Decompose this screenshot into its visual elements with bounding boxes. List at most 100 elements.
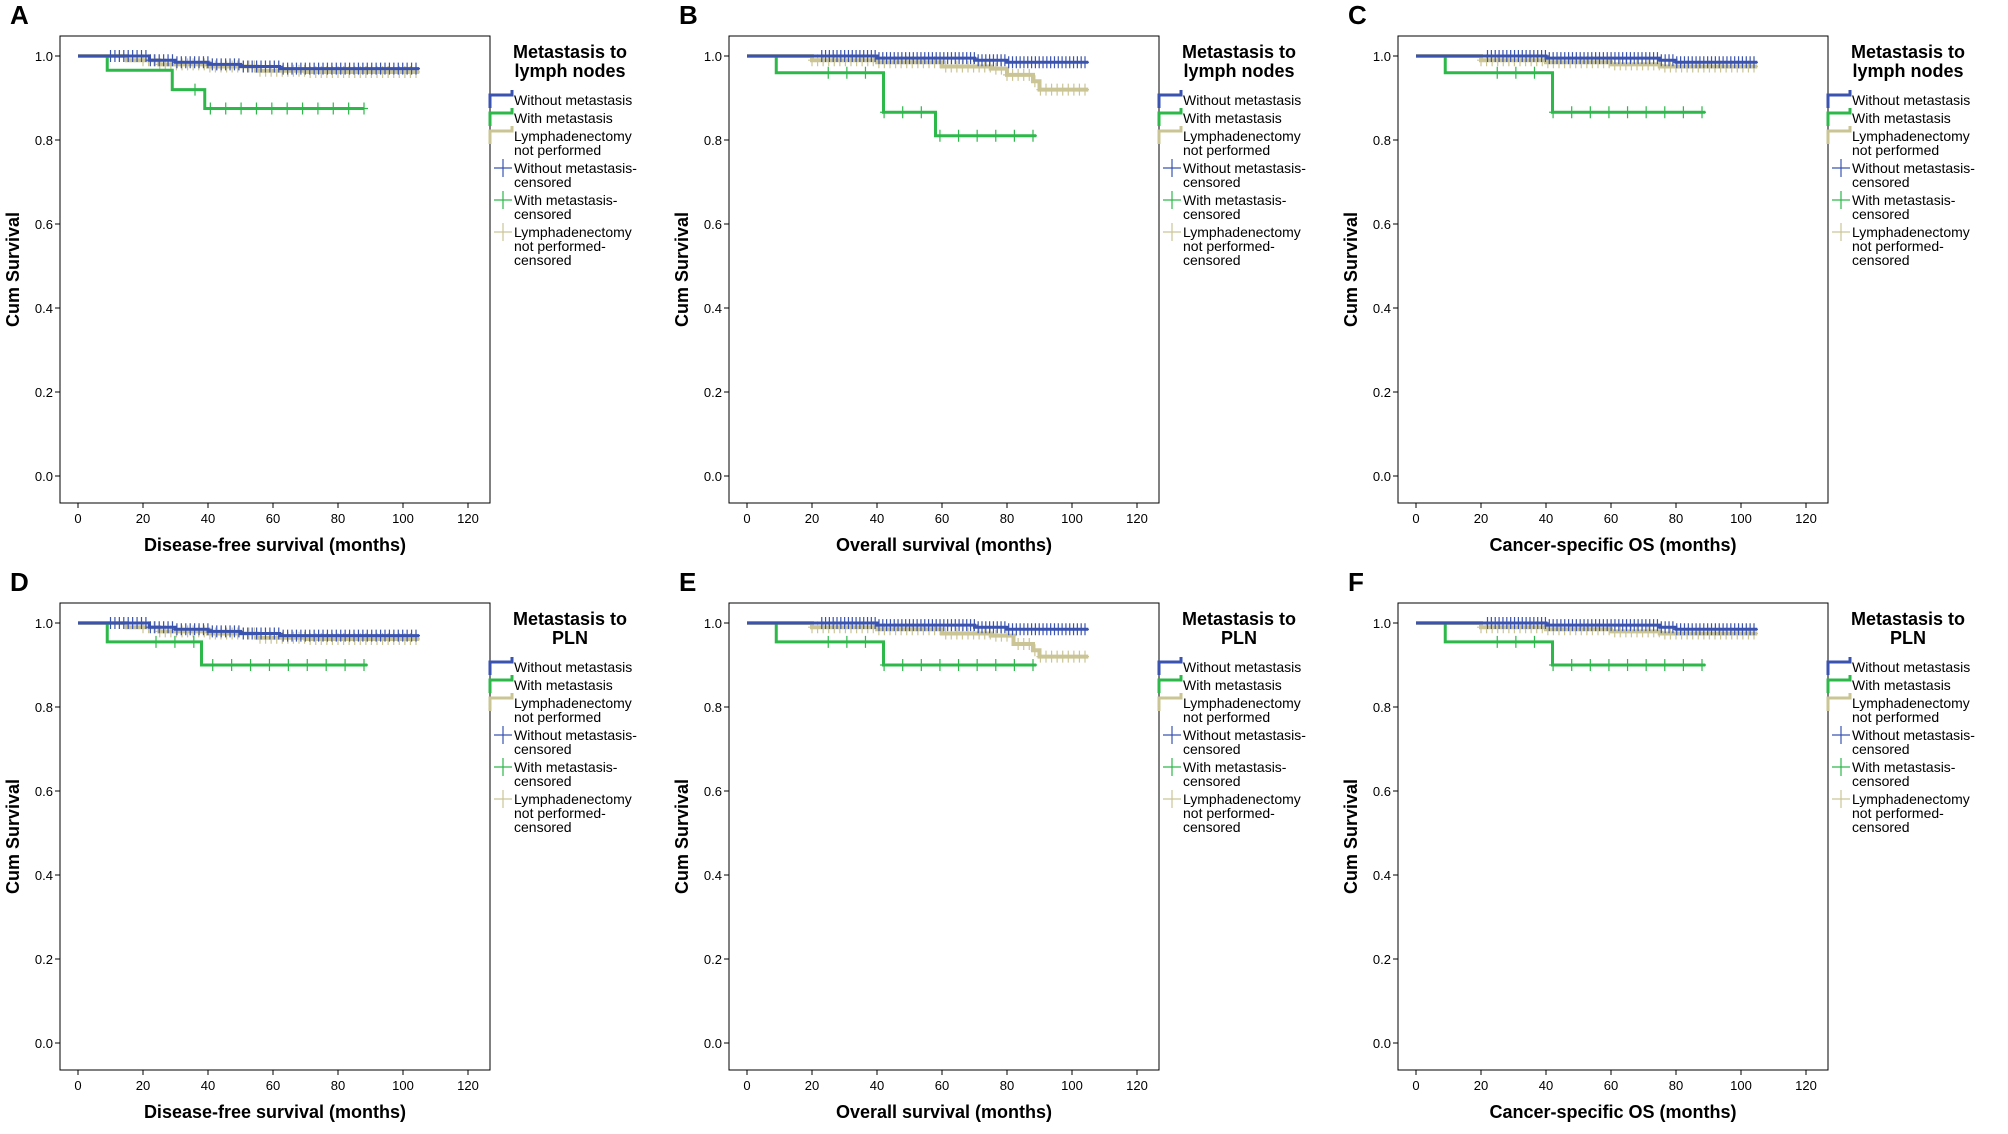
x-tick-label: 120	[1795, 1078, 1817, 1093]
legend-title: lymph nodes	[514, 61, 625, 81]
censor-mark	[898, 659, 907, 671]
legend-entry-label: Lymphadenectomy	[1852, 791, 1970, 807]
censor-mark	[1511, 635, 1520, 648]
panel-b: B 0.0 0.2 0.4 0.6 0.8 1.0 0 20 40 60 80 100 120 Overal…	[669, 0, 1338, 567]
legend-cross-swatch	[494, 790, 512, 808]
legend-entry-label: Without metastasis	[1183, 92, 1301, 108]
censor-mark	[274, 60, 283, 73]
legend-entry-label: Lymphadenectomy	[514, 128, 632, 144]
x-tick-label: 60	[935, 511, 949, 526]
y-tick-label: 1.0	[35, 49, 53, 64]
legend-entry-label: censored	[1852, 206, 1910, 222]
censor-mark	[322, 659, 331, 671]
legend-title: Metastasis to	[1182, 42, 1296, 62]
censor-mark	[267, 102, 276, 115]
y-axis-label: Cum Survival	[3, 779, 23, 894]
censor-mark	[1025, 68, 1034, 81]
censor-mark	[360, 659, 368, 671]
x-tick-label: 0	[1412, 1078, 1419, 1093]
censor-mark	[1081, 83, 1089, 96]
censor-mark	[1698, 659, 1706, 671]
series-with-metastasis	[78, 54, 368, 115]
censor-mark	[861, 66, 870, 79]
y-tick-label: 0.8	[1373, 133, 1391, 148]
y-tick-label: 0.6	[704, 217, 722, 232]
x-tick-label: 0	[74, 1078, 81, 1093]
y-tick-label: 0.6	[1373, 217, 1391, 232]
censor-mark	[1029, 129, 1037, 142]
legend-entry-label: censored	[1183, 819, 1241, 835]
legend-entry-label: With metastasis	[1852, 110, 1951, 126]
y-tick-label: 0.2	[35, 952, 53, 967]
legend-entry-label: Without metastasis	[514, 659, 632, 675]
legend-line-swatch	[1826, 657, 1852, 675]
plot-frame	[59, 35, 491, 504]
panel-e: E 0.0 0.2 0.4 0.6 0.8 1.0 0 20 40 60 80 100 120 Overal…	[669, 567, 1338, 1134]
legend-line-swatch	[1157, 657, 1183, 675]
censor-mark	[824, 66, 833, 79]
legend-cross-swatch	[1163, 758, 1181, 776]
censor-mark	[141, 617, 150, 629]
legend-title: PLN	[1890, 628, 1926, 648]
censor-mark	[1642, 659, 1651, 671]
censor-mark	[1668, 621, 1677, 634]
y-tick-label: 1.0	[1373, 49, 1391, 64]
censor-mark	[298, 102, 307, 115]
y-tick-label: 0.4	[704, 868, 722, 883]
x-tick-label: 40	[201, 1078, 215, 1093]
censor-mark	[1511, 66, 1520, 79]
legend-entry-label: Without metastasis	[1852, 659, 1970, 675]
panel-d: D 0.0 0.2 0.4 0.6 0.8 1.0 0 20 40 60 80 100 120 Diseas…	[0, 567, 669, 1134]
legend-title: Metastasis to	[1851, 609, 1965, 629]
censor-mark	[1081, 623, 1089, 636]
censor-mark	[1030, 75, 1039, 88]
legend-cross-swatch	[1832, 191, 1850, 209]
legend-entry-label: censored	[514, 206, 572, 222]
legend-entry-label: Without metastasis	[514, 92, 632, 108]
legend-entry-label: censored	[1852, 174, 1910, 190]
legend-entry-label: censored	[1852, 819, 1910, 835]
legend-title: PLN	[552, 628, 588, 648]
series-without-metastasis	[78, 617, 420, 642]
legend-title: Metastasis to	[513, 42, 627, 62]
x-tick-label: 80	[1000, 1078, 1014, 1093]
censor-mark	[1000, 54, 1009, 67]
censor-mark	[1623, 659, 1632, 671]
x-tick-label: 0	[743, 511, 750, 526]
censor-mark	[1660, 659, 1669, 671]
legend-entry-label: censored	[1852, 741, 1910, 757]
panel-label-e: E	[679, 567, 696, 597]
y-tick-label: 1.0	[35, 616, 53, 631]
censor-mark	[1668, 54, 1677, 67]
censor-mark	[871, 617, 880, 629]
x-tick-label: 120	[457, 511, 479, 526]
legend-line-swatch	[1826, 90, 1852, 108]
legend-entry-label: Without metastasis-	[1852, 160, 1975, 176]
legend-entry-label: Without metastasis-	[514, 727, 637, 743]
legend-entry-label: not performed	[1183, 142, 1270, 158]
legend-cross-swatch	[1163, 790, 1181, 808]
y-tick-label: 0.8	[704, 133, 722, 148]
x-tick-label: 100	[392, 1078, 414, 1093]
legend-line-swatch	[1157, 90, 1183, 108]
censor-mark	[313, 102, 322, 115]
y-tick-label: 0.6	[1373, 784, 1391, 799]
x-axis-label: Disease-free survival (months)	[144, 535, 406, 555]
x-tick-label: 40	[870, 511, 884, 526]
legend-cross-swatch	[1163, 726, 1181, 744]
censor-mark	[1081, 56, 1089, 69]
legend-entry-label: Lymphadenectomy	[1852, 224, 1970, 240]
x-tick-label: 100	[1730, 1078, 1752, 1093]
censor-mark	[237, 102, 246, 115]
censor-mark	[1000, 621, 1009, 634]
legend-entry-label: Lymphadenectomy	[1852, 128, 1970, 144]
censor-mark	[203, 623, 212, 636]
plot-frame	[728, 35, 1160, 504]
y-tick-label: 0.0	[1373, 469, 1391, 484]
censor-mark	[341, 659, 350, 671]
x-tick-label: 60	[1604, 1078, 1618, 1093]
legend-cross-swatch	[1163, 159, 1181, 177]
y-tick-label: 0.4	[1373, 301, 1391, 316]
legend-cross-swatch	[1832, 726, 1850, 744]
